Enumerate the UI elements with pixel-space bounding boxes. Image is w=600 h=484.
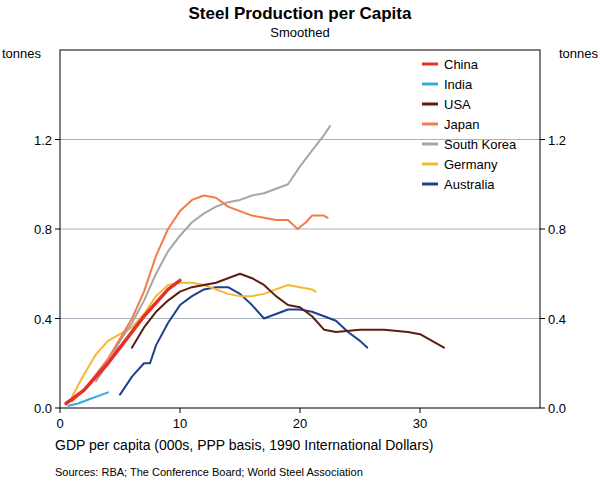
series-line — [66, 280, 180, 403]
plot-frame — [60, 50, 540, 408]
series-line — [72, 283, 316, 397]
legend-swatch — [422, 163, 438, 166]
subtitle: Smoothed — [270, 25, 329, 40]
title: Steel Production per Capita — [189, 4, 412, 23]
legend-label: USA — [444, 97, 471, 112]
legend-swatch — [422, 103, 438, 106]
y-tick — [55, 318, 60, 319]
y-tick — [55, 139, 60, 140]
y2-tick — [540, 408, 545, 409]
legend-swatch — [422, 143, 438, 146]
series-line — [96, 126, 330, 381]
y2-tick-label: 0.0 — [548, 401, 566, 416]
chart: Steel Production per Capita Smoothed tonne… — [0, 0, 600, 484]
legend-label: China — [444, 57, 479, 72]
y2-tick — [540, 139, 545, 140]
legend-label: Japan — [444, 117, 479, 132]
x-tick — [420, 408, 421, 413]
series-group — [66, 126, 444, 406]
legend-swatch — [422, 123, 438, 126]
y-tick-label: 1.2 — [34, 133, 52, 148]
y-tick — [55, 229, 60, 230]
x-tick-label: 10 — [173, 416, 187, 431]
legend-label: India — [444, 77, 473, 92]
y-tick-label: 0.4 — [34, 312, 52, 327]
grid-line — [60, 229, 540, 230]
y2-tick — [540, 318, 545, 319]
y-tick — [55, 408, 60, 409]
y-tick-label: 0.0 — [34, 401, 52, 416]
y2-tick-label: 0.8 — [548, 222, 566, 237]
legend-label: Germany — [444, 157, 498, 172]
y2-tick-label: 0.4 — [548, 312, 566, 327]
legend-label: South Korea — [444, 137, 517, 152]
x-tick-label: 0 — [56, 416, 63, 431]
x-tick-label: 30 — [413, 416, 427, 431]
legend-swatch — [422, 63, 438, 66]
source: Sources: RBA; The Conference Board; Worl… — [55, 466, 363, 478]
x-tick-label: 20 — [293, 416, 307, 431]
y2-tick — [540, 229, 545, 230]
series-line — [132, 274, 444, 348]
legend-swatch — [422, 183, 438, 186]
x-tick — [180, 408, 181, 413]
x-tick — [60, 408, 61, 413]
y-label: tonnes — [2, 46, 42, 61]
legend-swatch — [422, 83, 438, 86]
x-label: GDP per capita (000s, PPP basis, 1990 In… — [55, 437, 433, 453]
y-tick-label: 0.8 — [34, 222, 52, 237]
y2-label: tonnes — [559, 46, 599, 61]
y2-tick-label: 1.2 — [548, 133, 566, 148]
series-line — [72, 195, 328, 401]
x-tick — [300, 408, 301, 413]
legend-label: Australia — [444, 177, 495, 192]
